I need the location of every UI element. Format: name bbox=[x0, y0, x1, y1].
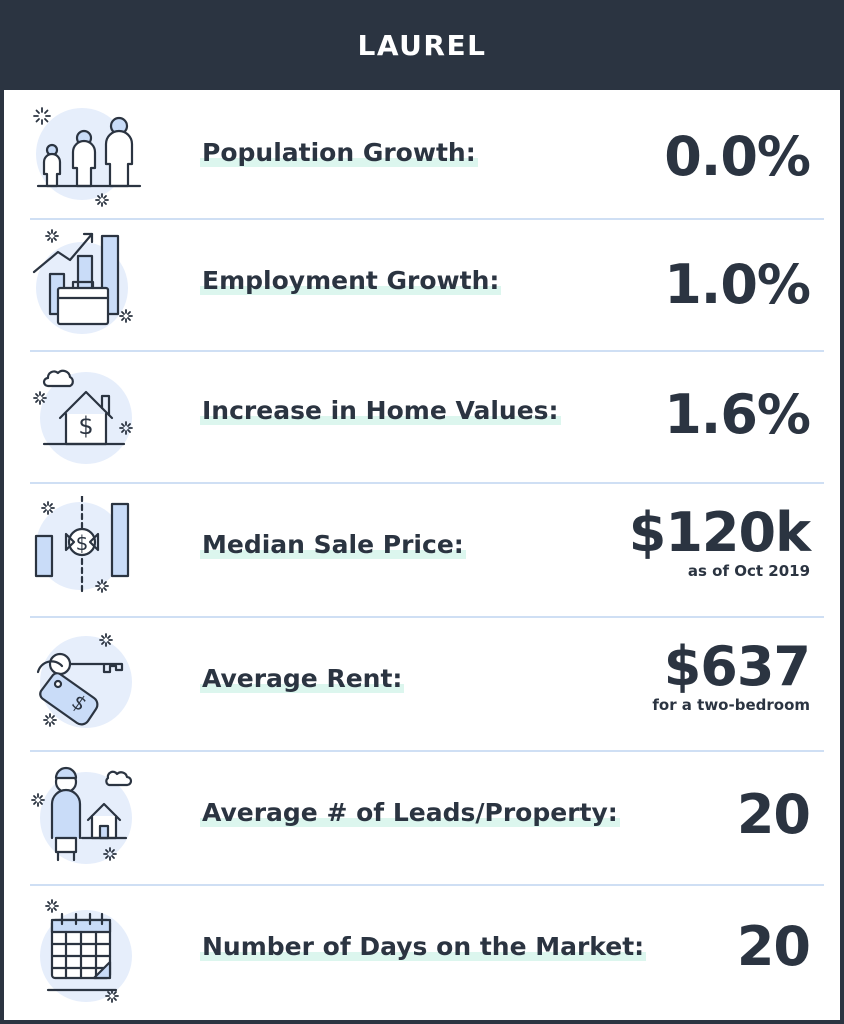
stat-label: Average Rent: bbox=[200, 664, 405, 693]
stat-note: as of Oct 2019 bbox=[687, 562, 810, 580]
people-icon bbox=[33, 107, 142, 207]
stat-row-days-on-market: Number of Days on the Market: 20 bbox=[30, 886, 824, 1016]
calendar-icon bbox=[40, 899, 132, 1003]
stat-value: $637 for a two-bedroom bbox=[652, 635, 811, 714]
stat-row-home-values: $ Increase in Home Values: 1.6% bbox=[30, 352, 824, 484]
stat-note: for a two-bedroom bbox=[652, 696, 810, 714]
stat-value: 0.0% bbox=[664, 125, 811, 188]
stat-label: Median Sale Price: bbox=[200, 530, 466, 559]
stat-value: 1.6% bbox=[664, 383, 811, 446]
stat-row-median-sale-price: $ Median Sale Price: $120k as of Oct 201… bbox=[30, 484, 824, 618]
person-house-icon bbox=[31, 766, 133, 864]
key-tag-icon: $ bbox=[36, 633, 132, 728]
stat-label: Population Growth: bbox=[200, 138, 478, 167]
stat-value: 20 bbox=[736, 915, 811, 978]
price-chart-icon: $ bbox=[34, 496, 130, 594]
stat-value: $120k as of Oct 2019 bbox=[628, 501, 811, 580]
stat-row-employment-growth: Employment Growth: 1.0% bbox=[30, 220, 824, 352]
briefcase-chart-icon bbox=[32, 229, 133, 334]
stat-label: Increase in Home Values: bbox=[200, 396, 561, 425]
stat-value: 1.0% bbox=[664, 253, 811, 316]
stat-row-average-rent: $ Average Rent: $637 for a two-bedroom bbox=[30, 618, 824, 752]
stat-label: Average # of Leads/Property: bbox=[200, 798, 620, 827]
page-title: LAUREL bbox=[357, 28, 487, 62]
header: LAUREL bbox=[4, 0, 840, 90]
stat-row-average-leads: Average # of Leads/Property: 20 bbox=[30, 752, 824, 886]
stat-label: Employment Growth: bbox=[200, 266, 502, 295]
house-dollar-icon: $ bbox=[33, 369, 133, 464]
svg-text:$: $ bbox=[78, 412, 93, 440]
stat-label: Number of Days on the Market: bbox=[200, 932, 647, 961]
stat-value: 20 bbox=[736, 783, 811, 846]
svg-text:$: $ bbox=[76, 531, 89, 555]
stat-row-population-growth: Population Growth: 0.0% bbox=[30, 90, 824, 220]
